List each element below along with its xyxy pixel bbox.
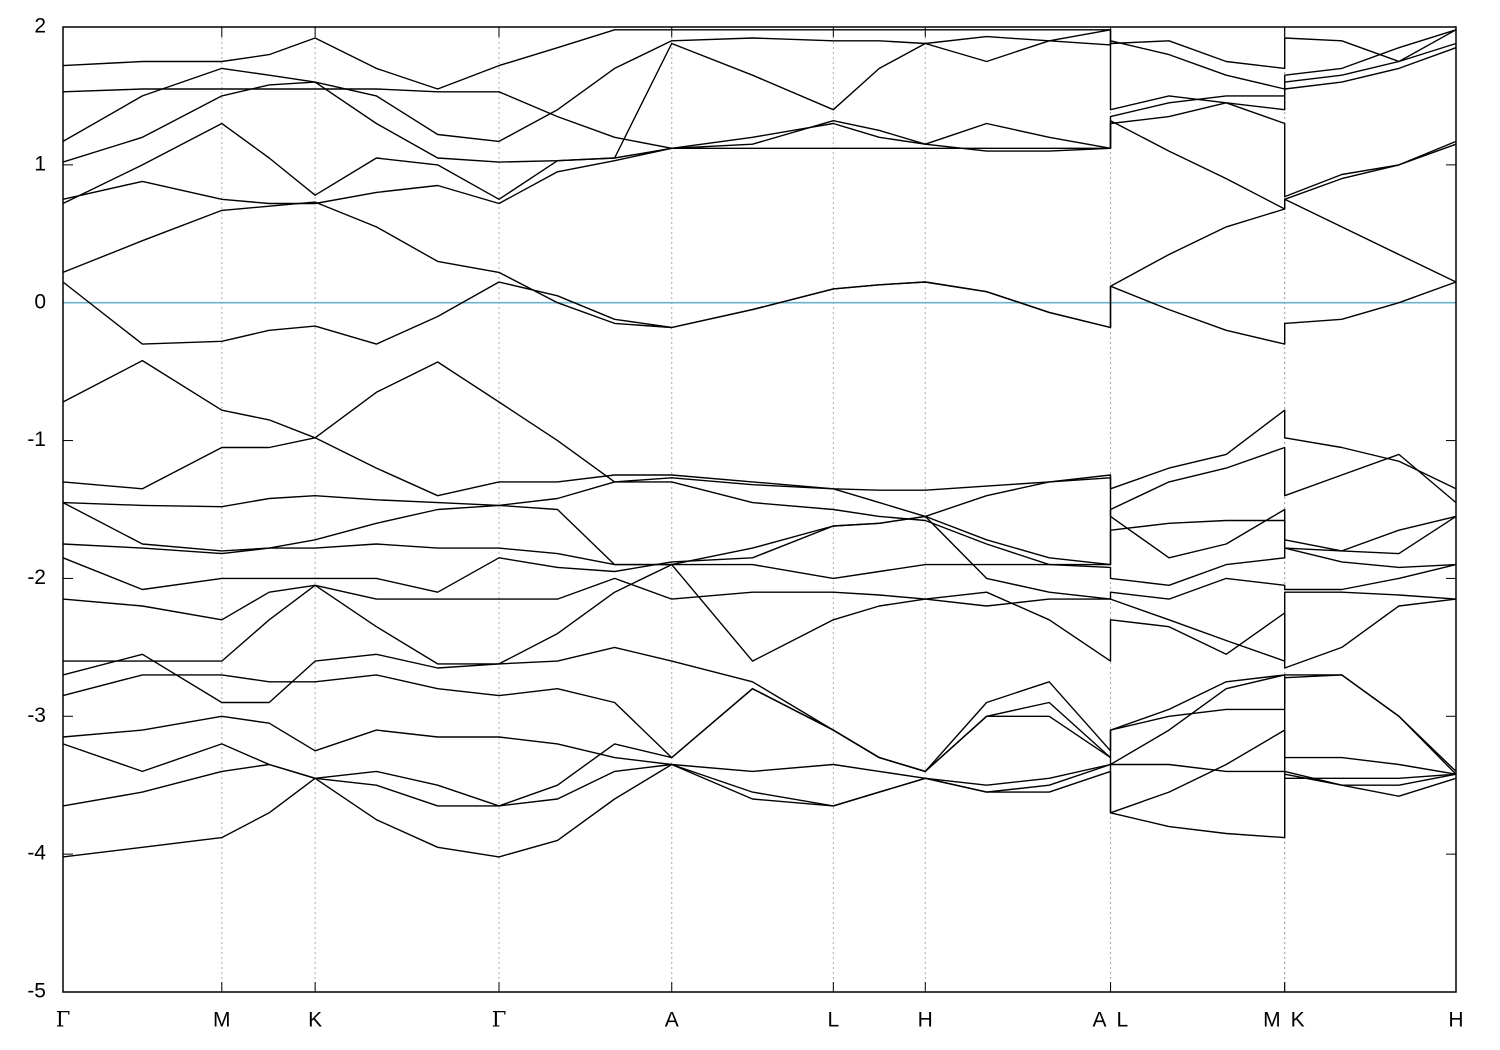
x-tick-label: Γ	[56, 1008, 71, 1032]
x-tick-label: Γ	[492, 1008, 507, 1032]
band-line	[62, 29, 1457, 149]
x-tick-label: H	[918, 1009, 933, 1032]
band-line	[62, 120, 1457, 210]
y-tick-label: 0	[34, 290, 46, 313]
y-tick-label: -5	[27, 980, 46, 1003]
band-line	[62, 674, 1457, 858]
y-tick-label: 1	[34, 152, 46, 175]
x-tick-label: L	[827, 1009, 839, 1032]
band-line	[62, 437, 1457, 566]
band-line	[62, 102, 1457, 205]
band-line	[62, 515, 1457, 600]
y-tick-label: 2	[34, 15, 46, 38]
band-line	[62, 481, 1457, 566]
band-line	[62, 35, 1457, 143]
band-line	[62, 543, 1457, 586]
band-line	[62, 29, 1457, 90]
plot-frame	[62, 26, 1457, 993]
y-tick-label: -2	[27, 566, 46, 589]
band-line	[63, 563, 1457, 669]
band-line	[62, 359, 1457, 491]
x-tick-label: K	[308, 1009, 322, 1032]
x-tick-label: M	[213, 1009, 231, 1032]
band-line	[62, 763, 1457, 858]
x-tick-label: K	[1291, 1009, 1305, 1032]
band-line	[62, 281, 1457, 345]
x-tick-label: H	[1448, 1009, 1463, 1032]
y-tick-label: -4	[27, 842, 46, 865]
y-tick-label: -3	[27, 704, 46, 727]
x-tick-label: A	[1093, 1009, 1107, 1032]
x-tick-label: L	[1117, 1009, 1129, 1032]
x-tick-label: A	[665, 1009, 679, 1032]
x-tick-label: M	[1263, 1009, 1281, 1032]
y-tick-label: -1	[27, 428, 46, 451]
